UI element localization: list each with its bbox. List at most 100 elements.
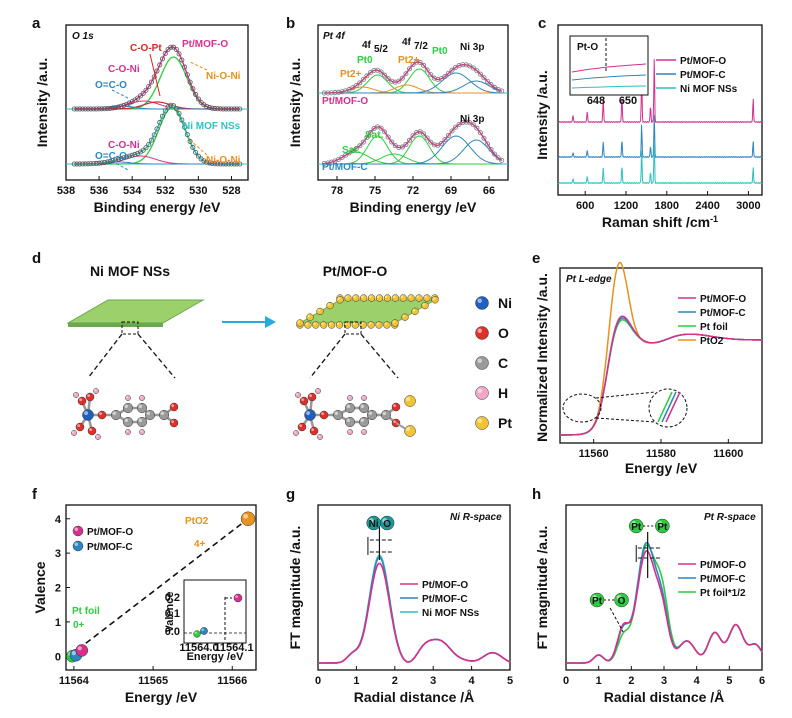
x-tick-label: 528 xyxy=(222,185,240,197)
atom-label: O xyxy=(618,596,626,607)
atom-highlight xyxy=(477,388,482,393)
annotation: 4f xyxy=(362,40,372,51)
inset-point-pt-mof-c xyxy=(200,627,208,635)
x-tick-label: 600 xyxy=(576,200,594,212)
pt-atom xyxy=(404,395,416,407)
data-point xyxy=(223,106,229,112)
data-point xyxy=(88,161,94,167)
x-tick-label: 2 xyxy=(628,675,634,687)
data-point xyxy=(154,126,160,132)
data-point xyxy=(135,150,141,156)
data-point xyxy=(80,161,86,167)
data-point xyxy=(102,106,108,112)
atom-highlight xyxy=(77,424,80,427)
zoom-box xyxy=(121,321,139,335)
atom-highlight xyxy=(71,651,76,656)
data-point xyxy=(118,156,124,162)
zoom-line xyxy=(309,333,346,379)
data-point xyxy=(179,57,185,63)
y-tick-label: 4 xyxy=(55,514,62,526)
data-point xyxy=(223,161,229,167)
inset-x-label: Energy /eV xyxy=(187,651,245,663)
data-point xyxy=(428,72,434,78)
annotation: Ni 3p xyxy=(460,114,484,125)
data-point xyxy=(417,59,423,65)
x-tick-label: 0 xyxy=(315,675,321,687)
atom-highlight xyxy=(337,322,340,325)
data-point xyxy=(357,80,363,86)
data-point xyxy=(77,106,83,112)
data-point xyxy=(410,62,416,68)
x-tick-label: 536 xyxy=(90,185,108,197)
data-point xyxy=(71,161,77,167)
legend-label: PtO2 xyxy=(700,336,724,347)
envelope xyxy=(74,46,240,110)
atom-highlight xyxy=(74,527,78,531)
y-tick-label: 3 xyxy=(55,548,61,560)
data-point xyxy=(442,137,448,143)
annotation: Sat. xyxy=(365,130,384,141)
data-point xyxy=(428,139,434,145)
data-point xyxy=(414,130,420,136)
h-atom xyxy=(125,429,131,435)
atom-highlight xyxy=(477,418,482,423)
data-point xyxy=(206,160,212,166)
data-point xyxy=(215,106,221,112)
atom-highlight xyxy=(368,518,374,523)
data-point xyxy=(190,144,196,150)
legend-label: Pt/MOF-C xyxy=(700,308,746,319)
annotation: Ni 3p xyxy=(460,42,484,53)
data-point xyxy=(360,139,366,145)
raman-spectrum xyxy=(557,115,763,159)
atom-label-ni: Ni xyxy=(369,519,379,530)
atom-highlight xyxy=(422,303,425,306)
data-point xyxy=(151,132,157,138)
pt-nanoparticle xyxy=(375,294,384,302)
c-atom xyxy=(122,402,134,414)
panel-b: b Pt 4f 78 75 72 69 66 Binding energy /eV Intens… xyxy=(286,15,509,215)
data-point xyxy=(231,161,237,167)
data-point xyxy=(417,129,423,135)
legend-atom xyxy=(475,416,489,430)
x-tick-label: 0 xyxy=(563,675,569,687)
atom-highlight xyxy=(337,297,340,300)
data-point xyxy=(146,83,152,89)
atom-label-o: O xyxy=(383,519,391,530)
o-atom xyxy=(169,402,179,412)
data-point xyxy=(332,90,338,96)
ni-atom xyxy=(304,409,316,421)
pt-nanoparticle xyxy=(312,321,320,329)
atom-highlight xyxy=(171,420,175,423)
atom-highlight xyxy=(477,358,482,363)
legend-label: Pt/MOF-O xyxy=(700,560,746,571)
data-point xyxy=(96,160,102,166)
data-point xyxy=(495,155,501,161)
atom-highlight xyxy=(74,542,78,546)
data-point xyxy=(157,62,163,68)
c-atom xyxy=(344,402,356,414)
data-point xyxy=(396,144,402,150)
data-point xyxy=(82,106,88,112)
c-atom xyxy=(136,416,148,428)
legend-marker xyxy=(72,525,84,537)
data-point xyxy=(115,156,121,162)
atom-highlight xyxy=(477,298,482,303)
y-axis-label: FT magnitude /a.u. xyxy=(287,526,303,650)
data-point xyxy=(336,89,342,95)
panel-e: e Pt L-edge 11560 11580 11600 Energy /eV Norma… xyxy=(532,250,763,476)
c-atom xyxy=(332,409,344,421)
data-point xyxy=(460,120,466,126)
c-atom xyxy=(122,416,134,428)
legend-label: Pt/MOF-O xyxy=(680,56,726,67)
atom-highlight xyxy=(297,320,300,323)
legend-label: Pt foil*1/2 xyxy=(700,588,746,599)
data-point xyxy=(217,106,223,112)
panel-label: b xyxy=(286,15,295,32)
c-atom xyxy=(358,416,370,428)
data-point xyxy=(193,149,199,155)
panel-tag: Pt R-space xyxy=(704,512,756,523)
atom-highlight xyxy=(353,295,356,298)
atom-highlight xyxy=(376,322,379,325)
data-point xyxy=(93,106,99,112)
annotation: C-O-Ni xyxy=(108,64,140,75)
